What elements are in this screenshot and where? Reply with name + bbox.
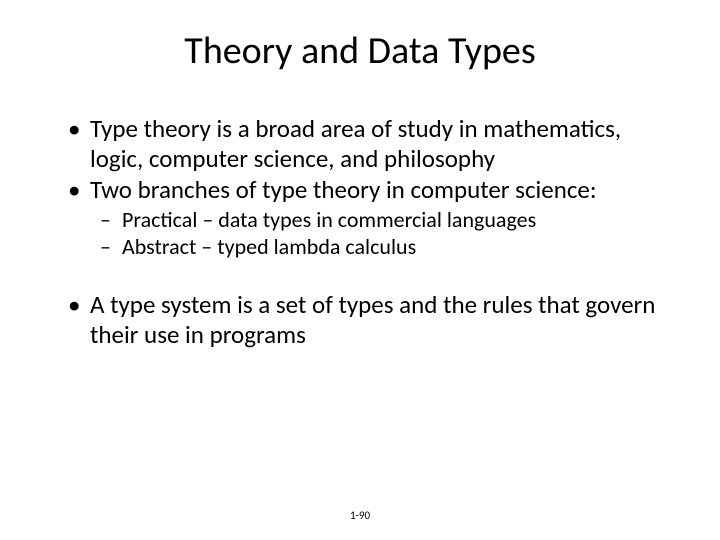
bullet-item: Type theory is a broad area of study in … <box>62 114 670 173</box>
slide-container: Theory and Data Types Type theory is a b… <box>0 0 720 540</box>
page-number: 1-90 <box>0 509 720 522</box>
bullet-item: A type system is a set of types and the … <box>62 290 670 349</box>
slide-title: Theory and Data Types <box>50 28 670 74</box>
sub-bullet-item: Practical – data types in commercial lan… <box>90 207 670 233</box>
sub-bullet-list: Practical – data types in commercial lan… <box>90 207 670 261</box>
bullet-text: Two branches of type theory in computer … <box>90 174 597 205</box>
spacer <box>62 262 670 290</box>
sub-bullet-item: Abstract – typed lambda calculus <box>90 234 670 260</box>
slide-content: Type theory is a broad area of study in … <box>50 114 670 349</box>
bullet-list: Type theory is a broad area of study in … <box>62 114 670 260</box>
bullet-item: Two branches of type theory in computer … <box>62 175 670 260</box>
bullet-list: A type system is a set of types and the … <box>62 290 670 349</box>
